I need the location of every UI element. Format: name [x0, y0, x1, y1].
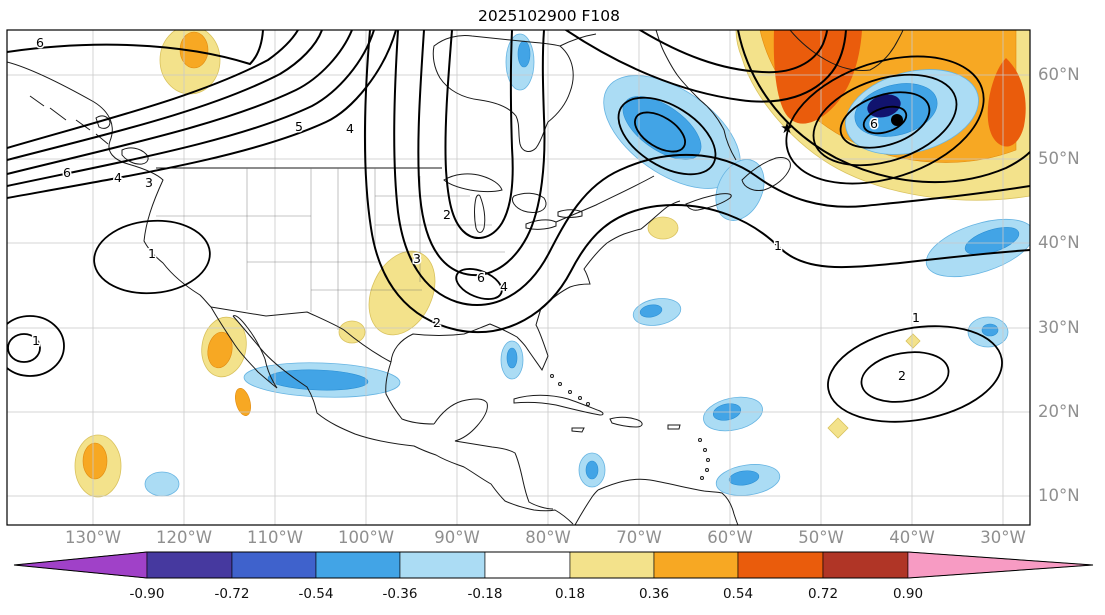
- contour-label: 3: [413, 251, 421, 266]
- state-borders: [156, 168, 505, 330]
- lon-tick-label: 60°W: [707, 528, 753, 547]
- contour-label: 1: [148, 246, 156, 261]
- colorbar-segment: [653, 551, 739, 579]
- colorbar-segment: [399, 551, 486, 579]
- lon-tick-label: 130°W: [65, 528, 121, 547]
- colorbar-outline: [13, 551, 1094, 579]
- lon-tick-label: 100°W: [338, 528, 394, 547]
- colorbar-tick-label: -0.72: [215, 586, 250, 602]
- contour-label: 2: [433, 315, 441, 330]
- lon-tick-label: 30°W: [980, 528, 1026, 547]
- storm-star-icon: ★: [780, 119, 793, 137]
- contour-label: 4: [114, 170, 122, 185]
- colorbar-segment: [737, 551, 824, 579]
- lat-tick-label: 20°N: [1038, 402, 1080, 421]
- lon-tick-label: 70°W: [616, 528, 662, 547]
- colorbar-tick-label: -0.36: [383, 586, 418, 602]
- colorbar-tick-label: 0.90: [893, 586, 923, 602]
- contour-labels: 6 6 4 3 5 4 2 3 6 4 2 1 1 1 1 2 6: [31, 34, 922, 385]
- contour-label: 2: [443, 207, 451, 222]
- contour-label: 2: [898, 368, 906, 383]
- colorbar-tick-label: 0.72: [808, 586, 838, 602]
- lat-tick-label: 30°N: [1038, 318, 1080, 337]
- contour-label: 3: [145, 175, 153, 190]
- colorbar-tick-label: 0.54: [723, 586, 753, 602]
- figure-title: 2025102900 F108: [478, 7, 620, 25]
- lon-tick-label: 120°W: [156, 528, 212, 547]
- colorbar-right-arrow: [907, 551, 1094, 579]
- contour-label: 6: [36, 35, 44, 50]
- colorbar-tick-label: -0.54: [299, 586, 334, 602]
- lon-tick-label: 110°W: [247, 528, 303, 547]
- contour-label: 1: [912, 310, 920, 325]
- contour-label: 4: [346, 121, 354, 136]
- contour-label: 6: [63, 165, 71, 180]
- low-center-dot: [891, 114, 903, 126]
- map-frame: [6, 29, 1031, 526]
- colorbar-segment: [231, 551, 317, 579]
- lon-ticks: 130°W 120°W 110°W 100°W 90°W 80°W 70°W 6…: [65, 528, 1026, 547]
- map-interior: ★: [7, 30, 1030, 525]
- colorbar-segment: [484, 551, 571, 579]
- lat-tick-label: 40°N: [1038, 233, 1080, 252]
- contour-label: 6: [477, 270, 485, 285]
- colorbar-segment: [822, 551, 909, 579]
- graticule: [7, 30, 1030, 525]
- contour-label: 5: [295, 119, 303, 134]
- lat-tick-label: 60°N: [1038, 65, 1080, 84]
- colorbar-tick-label: -0.90: [130, 586, 165, 602]
- colorbar-tick-label: -0.18: [468, 586, 503, 602]
- contour-label: 1: [774, 238, 782, 253]
- colorbar: -0.90 -0.72 -0.54 -0.36 -0.18 0.18 0.36 …: [13, 551, 1094, 602]
- lon-tick-label: 90°W: [434, 528, 480, 547]
- lat-ticks: 60°N 50°N 40°N 30°N 20°N 10°N: [1038, 65, 1080, 505]
- colorbar-segment: [146, 551, 233, 579]
- contour-label: 6: [870, 116, 878, 131]
- contour-label: 4: [500, 279, 508, 294]
- lon-tick-label: 50°W: [798, 528, 844, 547]
- colorbar-tick-label: 0.18: [555, 586, 585, 602]
- contour-label: 1: [32, 333, 40, 348]
- colorbar-segment: [569, 551, 655, 579]
- lon-tick-label: 40°W: [889, 528, 935, 547]
- markers: ★: [780, 114, 903, 137]
- colorbar-ticks: -0.90 -0.72 -0.54 -0.36 -0.18 0.18 0.36 …: [130, 586, 924, 602]
- colorbar-left-arrow: [13, 551, 148, 579]
- lon-tick-label: 80°W: [525, 528, 571, 547]
- lat-tick-label: 10°N: [1038, 486, 1080, 505]
- colorbar-segment: [315, 551, 401, 579]
- contour-lines: [7, 30, 1030, 423]
- colorbar-tick-label: 0.36: [639, 586, 669, 602]
- lat-tick-label: 50°N: [1038, 149, 1080, 168]
